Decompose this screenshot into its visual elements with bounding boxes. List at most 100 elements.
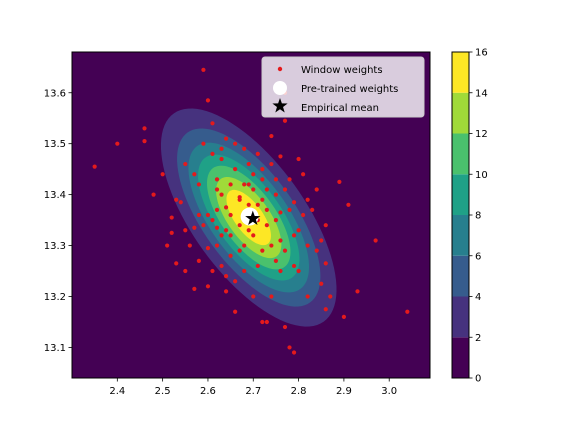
window-weight-point	[305, 294, 310, 299]
window-weight-point	[242, 243, 247, 248]
window-weight-point	[251, 187, 256, 192]
window-weight-point	[178, 200, 183, 205]
window-weight-point	[260, 319, 265, 325]
window-weight-point	[169, 215, 174, 220]
y-tick-label: 13.3	[44, 241, 66, 252]
window-weight-point	[214, 187, 220, 192]
x-tick-label: 2.7	[245, 386, 261, 397]
window-weight-point	[210, 217, 215, 223]
x-axis: 2.4 2.5 2.6 2.7 2.8 2.9 3.0	[109, 378, 397, 397]
window-weight-point	[264, 207, 269, 213]
window-weight-point	[264, 187, 269, 192]
window-weight-point	[278, 210, 283, 215]
window-weight-point	[142, 126, 147, 131]
window-weight-point	[214, 177, 220, 182]
window-weight-point	[214, 243, 220, 248]
window-weight-point	[237, 248, 242, 253]
window-weight-point	[187, 243, 192, 248]
window-weight-point	[337, 179, 342, 184]
legend-label-empirical-mean: Empirical mean	[301, 103, 379, 114]
window-weight-point	[237, 223, 242, 228]
window-weight-point	[251, 233, 256, 238]
window-weight-point	[287, 177, 292, 182]
window-weight-point	[210, 151, 215, 156]
window-weight-point	[183, 268, 188, 274]
colorbar-tick-label: 4	[475, 292, 481, 303]
colorbar-segment	[452, 215, 469, 256]
window-weight-point	[291, 263, 297, 269]
colorbar-tick-label: 0	[475, 374, 481, 385]
window-weight-point	[310, 207, 315, 213]
empirical-mean-marker	[245, 210, 261, 226]
window-weight-point	[323, 223, 328, 228]
window-weight-point	[174, 197, 179, 202]
window-weight-point	[278, 268, 283, 274]
window-weight-point	[269, 294, 274, 299]
legend-label-pretrained-weights: Pre-trained weights	[301, 84, 398, 95]
colorbar-segment	[452, 174, 469, 215]
window-weight-point	[174, 261, 179, 266]
window-weights-points	[92, 67, 410, 355]
window-weight-point	[260, 167, 265, 172]
window-weight-point	[160, 172, 165, 177]
window-weight-point	[346, 202, 351, 207]
x-tick-label: 2.6	[200, 386, 216, 397]
window-weight-point	[219, 146, 224, 151]
window-weight-point	[219, 263, 224, 269]
colorbar-tick-label: 10	[475, 170, 488, 181]
window-weight-point	[201, 141, 206, 146]
window-weight-point	[214, 225, 220, 230]
window-weight-point	[255, 263, 260, 269]
window-weight-point	[233, 309, 238, 314]
colorbar-segment	[452, 52, 469, 93]
colorbar-tick-label: 12	[475, 129, 488, 140]
window-weight-point	[246, 228, 251, 233]
window-weight-point	[282, 324, 288, 330]
window-weight-point	[323, 261, 328, 266]
window-weight-point	[151, 192, 156, 197]
window-weight-point	[228, 212, 233, 218]
window-weight-point	[228, 233, 233, 238]
window-weight-point	[269, 243, 274, 248]
window-weight-point	[301, 212, 306, 218]
window-weight-point	[260, 197, 265, 202]
legend-label-window-weights: Window weights	[301, 65, 383, 76]
window-weight-point	[233, 141, 238, 146]
window-weight-point	[287, 207, 292, 213]
window-weight-point	[228, 182, 233, 187]
window-weight-point	[264, 223, 269, 228]
window-weight-point	[205, 246, 211, 251]
x-tick-label: 2.9	[336, 386, 352, 397]
window-weight-point	[201, 67, 206, 72]
window-weight-point	[205, 98, 211, 103]
colorbar-tick-label: 14	[475, 88, 488, 99]
window-weight-point	[301, 172, 306, 177]
window-weight-point	[192, 286, 197, 291]
window-weight-point	[287, 345, 292, 350]
window-weight-point	[223, 228, 229, 233]
window-weight-point	[291, 350, 297, 355]
x-tick-label: 3.0	[381, 386, 397, 397]
window-weight-point	[296, 156, 301, 162]
window-weight-point	[251, 294, 256, 299]
window-weight-point	[142, 139, 147, 144]
window-weight-point	[355, 289, 360, 294]
window-weight-point	[291, 200, 297, 205]
window-weight-point	[92, 164, 97, 169]
window-weight-point	[233, 167, 238, 172]
y-tick-label: 13.4	[44, 190, 66, 201]
window-weight-point	[233, 279, 238, 284]
window-weight-point	[196, 182, 201, 187]
window-weight-point	[237, 197, 242, 202]
plot-frame	[71, 51, 431, 379]
window-weight-point	[305, 197, 310, 202]
window-weight-point	[273, 192, 279, 197]
window-weight-point	[282, 248, 288, 253]
colorbar-segment	[452, 133, 469, 175]
window-weight-point	[260, 177, 265, 182]
y-tick-label: 13.6	[44, 88, 66, 99]
window-weight-point	[115, 141, 120, 146]
legend-marker-empirical-mean	[272, 98, 288, 113]
window-weight-point	[273, 217, 279, 223]
window-weight-point	[201, 223, 206, 228]
